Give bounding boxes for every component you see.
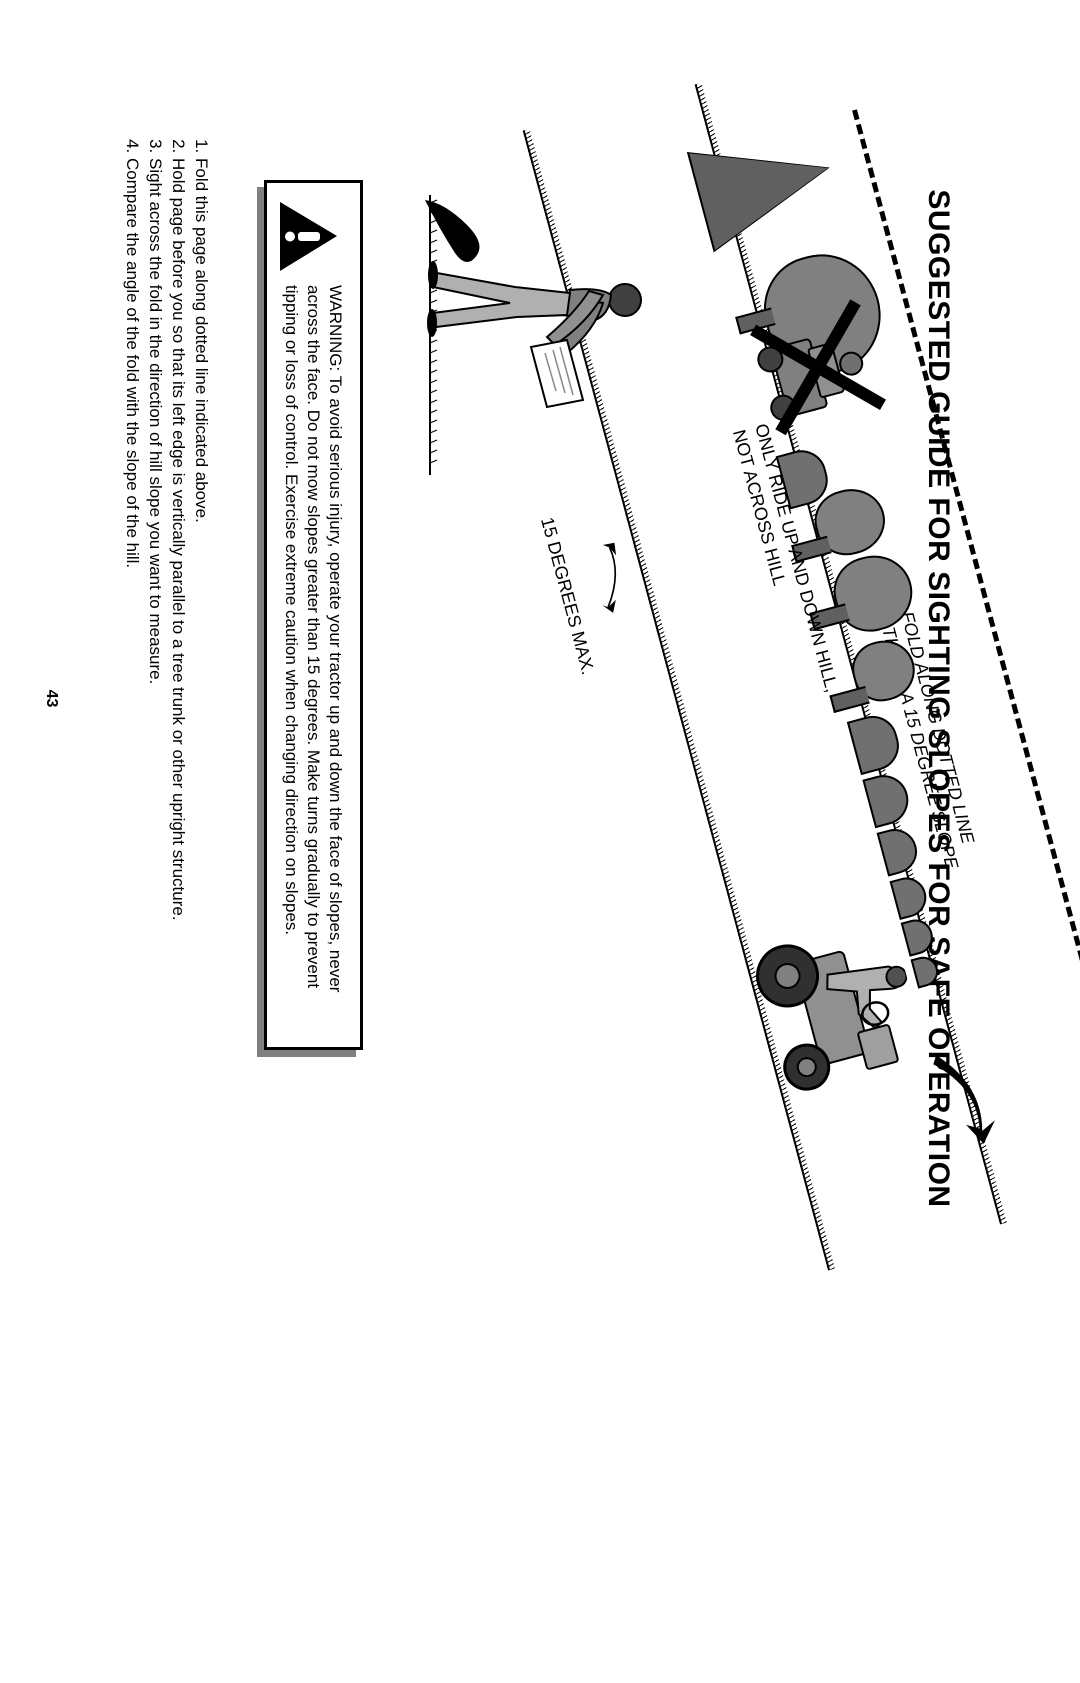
warning-text: WARNING: To avoid serious injury, operat… bbox=[281, 285, 346, 1031]
instructions-list: Fold this page along dotted line indicat… bbox=[120, 138, 212, 1248]
bush-icon bbox=[890, 873, 931, 920]
bush-icon bbox=[910, 953, 941, 988]
bush-icon bbox=[901, 916, 937, 957]
warning-label: WARNING: bbox=[326, 285, 345, 371]
bush-icon bbox=[847, 710, 905, 775]
warning-triangle-icon bbox=[275, 199, 340, 274]
instruction-item: Sight across the fold in the direction o… bbox=[143, 158, 166, 1248]
pine-tree-icon bbox=[689, 120, 840, 250]
page-number: 43 bbox=[42, 0, 60, 1397]
round-tree-icon bbox=[826, 547, 921, 640]
warning-box: WARNING: To avoid serious injury, operat… bbox=[264, 180, 363, 1050]
instruction-item: Hold page before you so that its left ed… bbox=[166, 158, 189, 1248]
page-rotated: SUGGESTED GUIDE FOR SIGHTING SLOPES FOR … bbox=[0, 0, 1080, 1397]
round-tree-icon bbox=[846, 634, 921, 708]
instruction-item: Fold this page along dotted line indicat… bbox=[189, 158, 212, 1248]
bush-icon bbox=[877, 824, 922, 877]
bush-icon bbox=[862, 770, 914, 829]
instruction-item: Compare the angle of the fold with the s… bbox=[120, 158, 143, 1248]
warning-body: To avoid serious injury, operate your tr… bbox=[283, 285, 346, 992]
person-sighting-icon bbox=[395, 195, 655, 475]
